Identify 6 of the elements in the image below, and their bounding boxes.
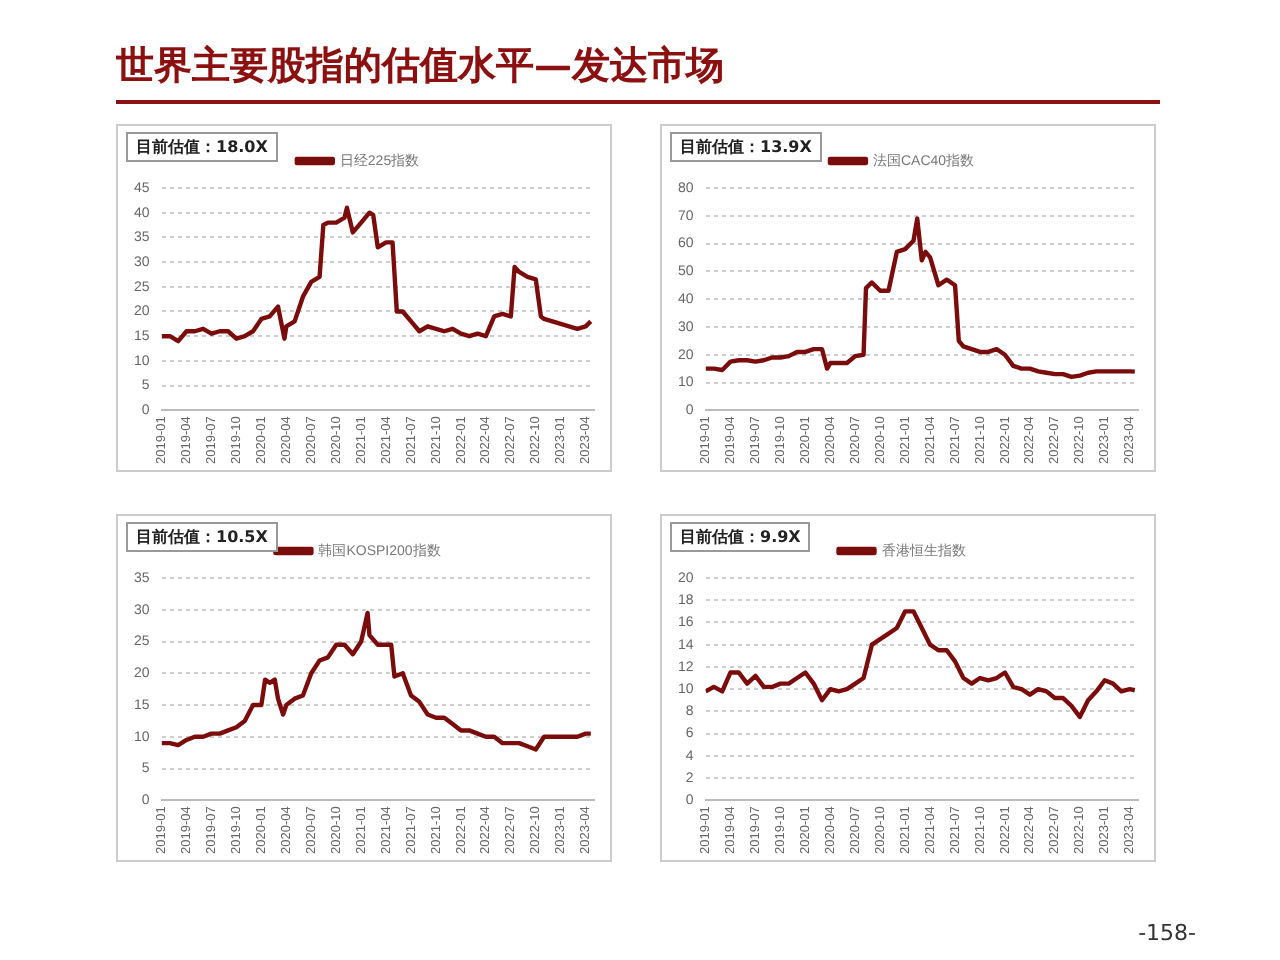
text: -158-: [1138, 920, 1196, 946]
chart-subtitle: 目前估值：9.9X: [670, 522, 811, 552]
chart-title: 世界主要股指的估值水平—发达市场: [116, 42, 724, 92]
chart-subtitle: 目前估值：18.0X: [126, 132, 278, 162]
chart-subtitle: 目前估值：10.5X: [126, 522, 278, 552]
chart-subtitle: 目前估值：13.9X: [670, 132, 822, 162]
